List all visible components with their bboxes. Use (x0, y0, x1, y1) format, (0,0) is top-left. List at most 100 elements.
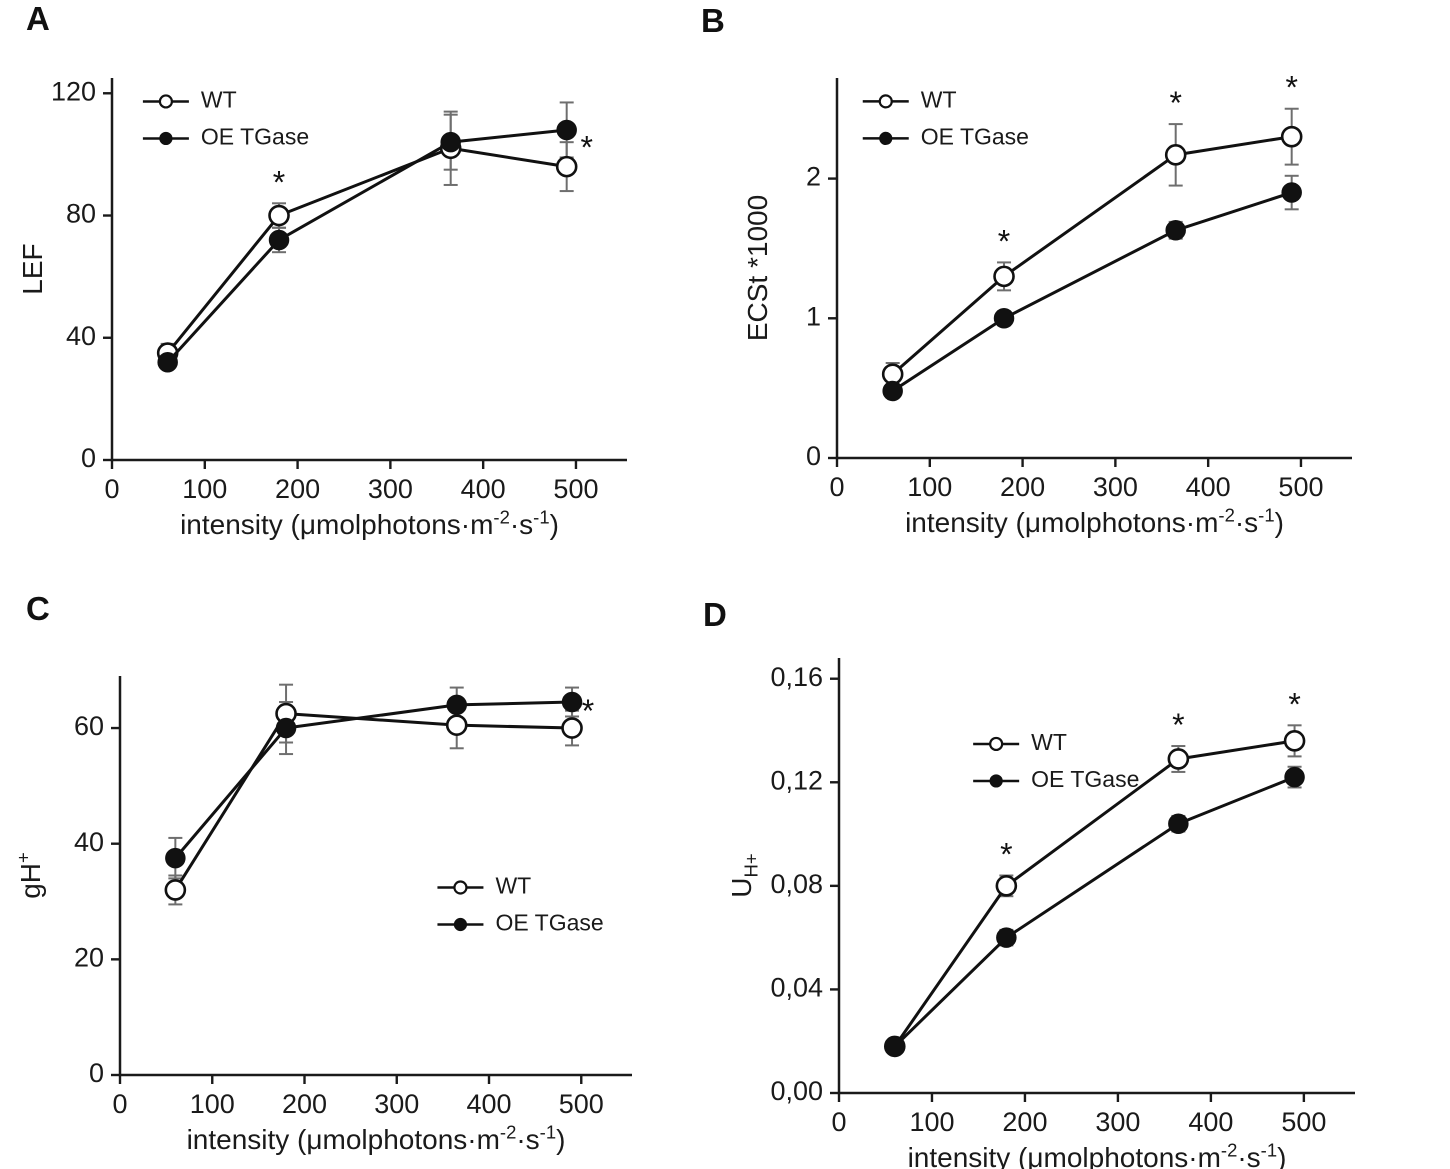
svg-text:80: 80 (66, 199, 96, 229)
svg-text:0,08: 0,08 (770, 869, 823, 899)
asterisk: * (1288, 686, 1300, 722)
svg-text:2: 2 (806, 162, 821, 192)
svg-text:400: 400 (461, 474, 506, 504)
chart-panel-D: 0 100 200 300 400 500 0,00 0,04 0,08 0,12 0,16 inte… (726, 658, 1355, 1169)
svg-text:100: 100 (909, 1107, 954, 1137)
svg-text:100: 100 (182, 474, 227, 504)
axes (837, 658, 1355, 1095)
panel-A: A 0 100 200 300 400 500 0 40 80 120 intensity (μmo… (0, 0, 725, 585)
svg-text:0: 0 (806, 441, 821, 471)
data-point-OE-TGase (165, 847, 186, 869)
svg-text:0,00: 0,00 (770, 1076, 823, 1106)
legend: WT OE TGase (973, 729, 1139, 792)
data-point-OE-TGase (1168, 813, 1189, 834)
series-OE-TGase (165, 691, 583, 869)
svg-text:500: 500 (1278, 472, 1323, 502)
svg-text:300: 300 (374, 1089, 419, 1119)
x-ticks: 0 100 200 300 400 500 (104, 460, 598, 504)
legend-label: OE TGase (201, 124, 309, 150)
data-point-WT (1280, 125, 1303, 148)
svg-text:40: 40 (74, 827, 104, 857)
series-WT (881, 125, 1303, 385)
panel-label-B: B (701, 2, 726, 39)
series-OE-TGase (884, 766, 1305, 1057)
data-point-WT (995, 875, 1018, 897)
svg-text:0: 0 (831, 1107, 846, 1137)
data-point-WT (1167, 748, 1190, 770)
x-axis-label: intensity (μmolphotons·m-2·s-1) (180, 506, 559, 540)
y-axis-label: gH+ (12, 852, 46, 899)
data-point-WT (1164, 144, 1187, 166)
series-OE-TGase (882, 182, 1302, 402)
svg-text:40: 40 (66, 321, 96, 351)
svg-text:300: 300 (1095, 1107, 1140, 1137)
panel-label-A: A (26, 0, 51, 37)
data-point-OE-TGase (882, 380, 903, 402)
svg-text:400: 400 (1186, 472, 1231, 502)
svg-text:60: 60 (74, 711, 104, 741)
svg-text:0,04: 0,04 (770, 973, 823, 1003)
y-axis-label: LEF (17, 243, 48, 294)
data-point-OE-TGase (440, 131, 461, 153)
panel-label-C: C (26, 590, 51, 627)
data-point-OE-TGase (884, 1036, 906, 1057)
legend-filled-circle-icon (879, 131, 893, 145)
asterisk: * (1169, 85, 1181, 121)
chart-panel-C: 0 100 200 300 400 500 0 20 40 60 intensity (μmolph… (12, 676, 632, 1155)
legend-label: WT (201, 87, 237, 113)
y-ticks: 0 40 80 120 (51, 76, 112, 473)
asterisk: * (273, 164, 285, 200)
x-axis-label: intensity (μmolphotons·m-2·s-1) (187, 1121, 566, 1155)
y-ticks: 0,00 0,04 0,08 0,12 0,16 (770, 662, 839, 1106)
asterisk: * (582, 693, 594, 729)
x-axis-label: intensity (μmolphotons·m-2·s-1) (908, 1139, 1287, 1169)
asterisk: * (1000, 837, 1012, 873)
data-point-OE-TGase (993, 308, 1015, 329)
svg-text:400: 400 (1188, 1107, 1233, 1137)
svg-text:0: 0 (89, 1058, 104, 1088)
x-ticks: 0 100 200 300 400 500 (831, 1093, 1326, 1137)
legend-open-circle-icon (453, 880, 468, 895)
x-ticks: 0 100 200 300 400 500 (112, 1075, 604, 1119)
svg-text:0: 0 (112, 1089, 127, 1119)
svg-text:20: 20 (74, 942, 104, 972)
data-point-OE-TGase (556, 119, 577, 141)
svg-text:0: 0 (81, 443, 96, 473)
svg-text:0: 0 (104, 474, 119, 504)
x-axis-label: intensity (μmolphotons·m-2·s-1) (905, 504, 1284, 538)
y-ticks: 0 1 2 (806, 162, 837, 471)
svg-text:0,16: 0,16 (770, 662, 823, 692)
svg-text:200: 200 (1000, 472, 1045, 502)
significance-markers: * (582, 693, 594, 729)
legend-label: WT (495, 873, 531, 899)
data-point-OE-TGase (561, 691, 583, 713)
data-point-WT (268, 204, 290, 227)
error-bars-0 (885, 107, 1299, 387)
asterisk: * (580, 130, 592, 166)
legend-label: OE TGase (921, 123, 1029, 149)
panel-B: B 0 100 200 300 400 500 0 1 2 intensity (μmolphot… (701, 0, 1450, 585)
legend: WT OE TGase (142, 87, 309, 150)
legend-label: WT (921, 86, 957, 112)
svg-text:500: 500 (1281, 1107, 1326, 1137)
data-point-OE-TGase (1165, 220, 1186, 241)
panel-C: C 0 100 200 300 400 500 0 20 40 60 intensity (μmol… (0, 584, 725, 1169)
y-axis-label: UH+ (726, 853, 762, 897)
data-point-WT (164, 879, 187, 901)
svg-text:300: 300 (368, 474, 413, 504)
asterisk: * (1172, 707, 1184, 743)
data-point-OE-TGase (446, 694, 467, 716)
svg-text:100: 100 (907, 472, 952, 502)
legend-open-circle-icon (878, 94, 893, 109)
svg-text:200: 200 (282, 1089, 327, 1119)
asterisk: * (1285, 70, 1297, 106)
y-axis-label: ECSt *1000 (742, 195, 773, 341)
data-point-OE-TGase (1284, 766, 1305, 788)
series-OE-TGase (157, 119, 577, 373)
error-bars-1 (887, 765, 1302, 1053)
data-point-WT (1283, 730, 1306, 752)
legend-filled-circle-icon (453, 917, 468, 932)
svg-text:400: 400 (466, 1089, 511, 1119)
svg-text:0: 0 (829, 472, 844, 502)
